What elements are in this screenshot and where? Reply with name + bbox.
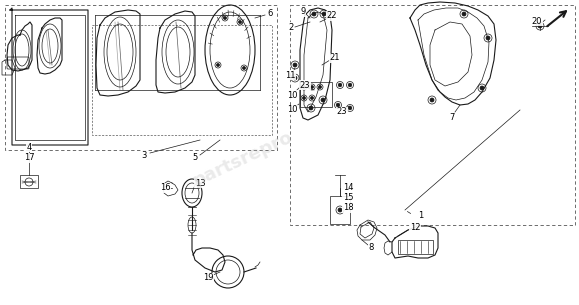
Text: 23: 23 xyxy=(336,107,347,117)
Text: 20: 20 xyxy=(532,16,543,26)
Circle shape xyxy=(302,96,306,99)
Text: 4: 4 xyxy=(27,142,32,152)
Bar xyxy=(290,5,575,225)
Text: 18: 18 xyxy=(343,203,353,213)
Text: 12: 12 xyxy=(410,224,420,232)
Text: 9: 9 xyxy=(301,8,306,16)
Text: 7: 7 xyxy=(449,113,455,123)
Circle shape xyxy=(338,83,342,87)
Text: 21: 21 xyxy=(330,53,340,63)
Circle shape xyxy=(338,208,342,212)
Text: 11: 11 xyxy=(285,70,295,80)
Text: 10: 10 xyxy=(287,106,297,114)
Circle shape xyxy=(243,66,245,70)
Circle shape xyxy=(348,83,352,87)
Text: 19: 19 xyxy=(203,274,213,282)
Bar xyxy=(330,196,350,224)
Circle shape xyxy=(293,76,297,80)
Text: 14: 14 xyxy=(343,184,353,192)
Circle shape xyxy=(480,86,484,90)
Circle shape xyxy=(318,85,321,88)
Circle shape xyxy=(309,106,313,110)
Bar xyxy=(92,25,272,135)
Bar xyxy=(20,175,38,188)
Bar xyxy=(300,82,332,107)
Circle shape xyxy=(322,12,326,16)
Circle shape xyxy=(217,63,219,66)
Text: 13: 13 xyxy=(195,178,206,188)
Text: 6: 6 xyxy=(267,9,273,19)
Circle shape xyxy=(430,98,434,102)
Text: 1: 1 xyxy=(419,210,424,220)
Circle shape xyxy=(302,85,306,88)
Text: 2: 2 xyxy=(288,23,294,31)
Circle shape xyxy=(336,103,340,107)
Circle shape xyxy=(310,85,313,88)
Circle shape xyxy=(312,12,316,16)
Circle shape xyxy=(223,16,226,20)
Text: 17: 17 xyxy=(24,153,34,163)
Circle shape xyxy=(348,106,352,110)
Text: 22: 22 xyxy=(327,12,337,20)
Text: 10: 10 xyxy=(287,91,297,99)
Circle shape xyxy=(321,98,325,102)
Text: 23: 23 xyxy=(300,81,310,89)
Circle shape xyxy=(462,12,466,16)
Text: 16: 16 xyxy=(160,184,170,192)
Bar xyxy=(5,5,277,150)
Text: 15: 15 xyxy=(343,193,353,203)
Circle shape xyxy=(486,36,490,40)
Circle shape xyxy=(239,20,241,23)
Circle shape xyxy=(538,24,542,28)
Circle shape xyxy=(310,96,313,99)
Bar xyxy=(398,240,433,254)
Circle shape xyxy=(293,63,297,67)
Text: 8: 8 xyxy=(368,242,373,252)
Text: partsrepro: partsrepro xyxy=(190,127,296,190)
Text: 3: 3 xyxy=(141,150,146,160)
Text: 5: 5 xyxy=(192,153,197,163)
